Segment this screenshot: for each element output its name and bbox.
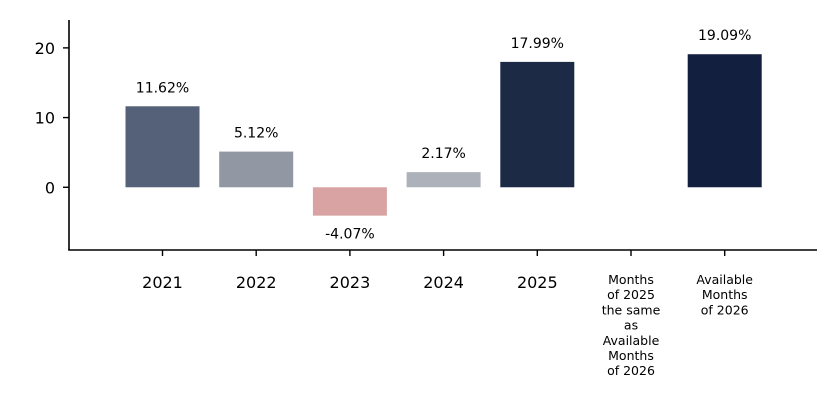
y-tick-label-1: 10 [35,109,55,128]
x-tick-label-1: 2022 [236,273,277,292]
x-tick-label-5: Months of 2025 the same as Available Months of… [602,272,661,378]
bars [125,54,762,216]
y-tick-label-2: 20 [35,39,55,58]
x-ticks: 2021 2022 2023 2024 2025 Months of 2025 the sam… [142,250,753,378]
x-tick-label-0: 2021 [142,273,183,292]
bar-6 [687,54,762,188]
data-label-6: 19.09% [698,28,751,44]
x-tick-label-4: 2025 [517,273,558,292]
data-label-4: 17.99% [511,36,564,52]
data-labels: 11.62% 5.12% -4.07% 2.17% 17.99% 19.09% [136,28,752,242]
data-label-0: 11.62% [136,80,189,96]
x-tick-label-6: Available Months of 2026 [696,272,753,317]
bar-3 [406,172,481,188]
data-label-2: -4.07% [325,227,375,243]
bar-1 [219,151,294,188]
bar-0 [125,106,200,188]
data-label-3: 2.17% [421,146,465,162]
bar-4 [500,61,575,188]
bar-2 [312,187,387,216]
x-tick-label-2: 2023 [330,273,371,292]
y-tick-label-0: 0 [45,178,55,197]
data-label-1: 5.12% [234,126,278,142]
y-ticks: 0 10 20 [35,39,69,197]
x-tick-label-3: 2024 [423,273,464,292]
